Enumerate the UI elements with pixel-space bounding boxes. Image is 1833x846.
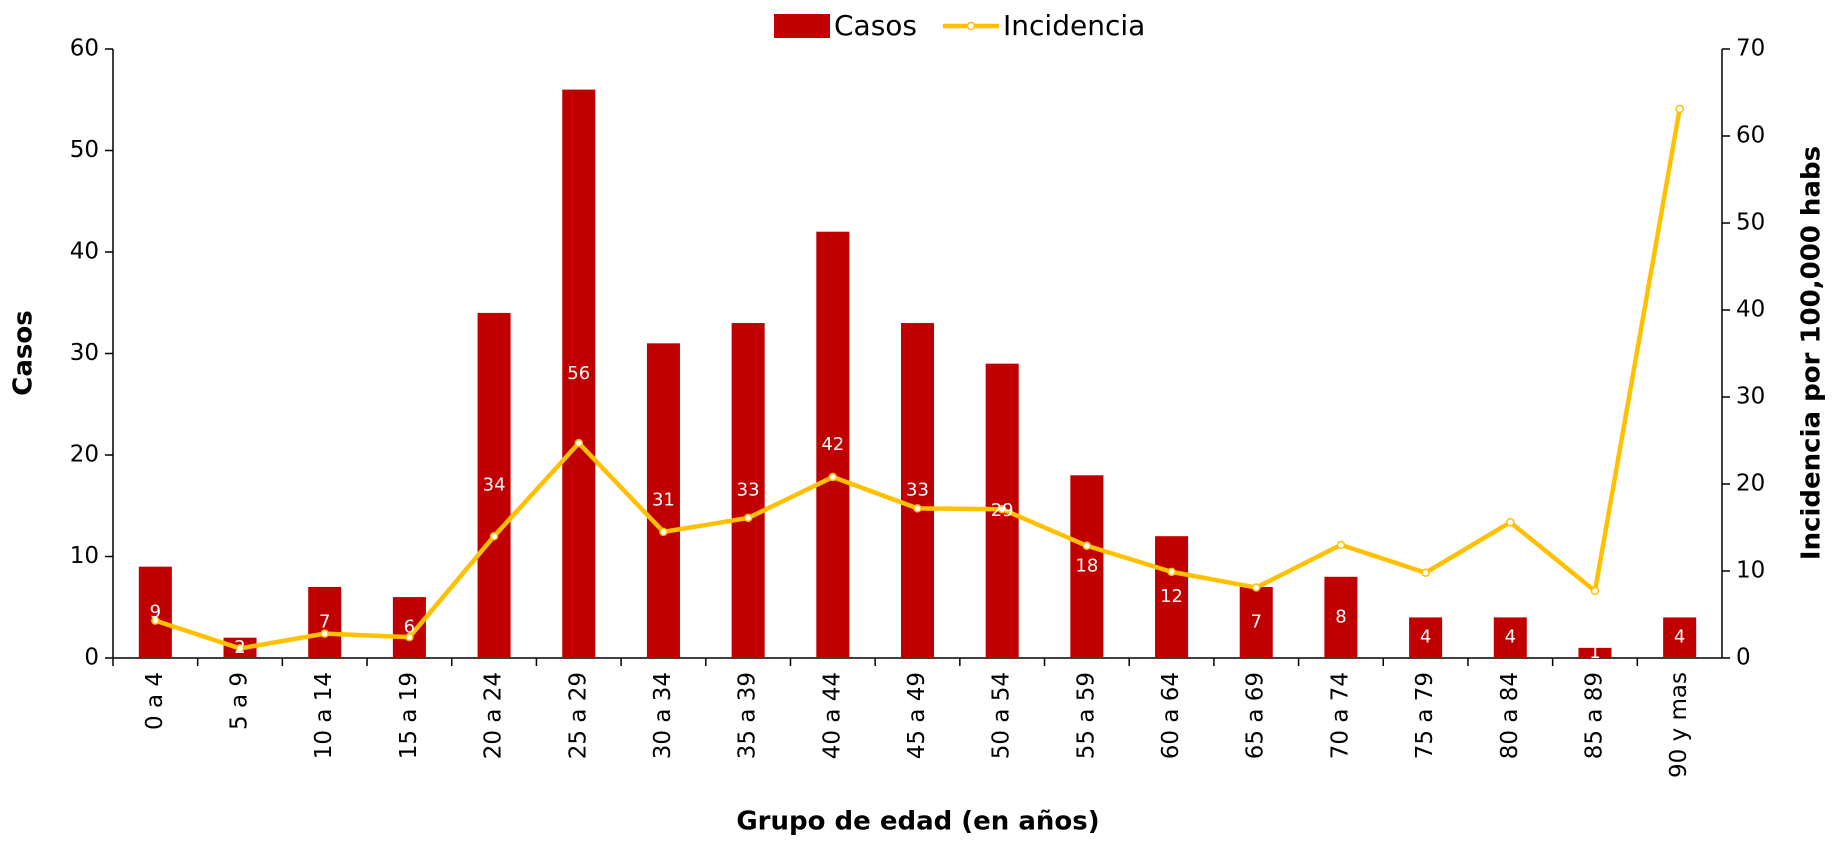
data-label: 31 xyxy=(652,490,675,511)
x-tick-label: 85 a 89 xyxy=(1581,672,1607,759)
line-marker xyxy=(659,527,668,537)
data-label: 56 xyxy=(567,363,590,384)
line-marker xyxy=(1421,568,1430,577)
data-label: 7 xyxy=(1251,611,1262,632)
data-label: 9 xyxy=(150,601,161,622)
x-tick-label: 35 a 39 xyxy=(735,672,761,759)
y-tick-label: 40 xyxy=(70,239,99,265)
bar xyxy=(1409,617,1443,658)
x-tick-label: 10 a 14 xyxy=(311,672,337,759)
y-tick-label: 0 xyxy=(84,645,99,671)
data-label: 6 xyxy=(404,617,415,638)
x-tick-label: 15 a 19 xyxy=(396,672,422,759)
data-label: 33 xyxy=(906,480,929,501)
data-label: 8 xyxy=(1335,606,1346,627)
line-marker xyxy=(405,632,414,642)
line-marker xyxy=(1251,583,1261,592)
bar xyxy=(1324,576,1358,658)
bar xyxy=(477,312,511,658)
data-label: 29 xyxy=(991,500,1014,521)
bar xyxy=(1155,536,1189,658)
line-marker xyxy=(1506,518,1515,527)
line-marker xyxy=(1675,104,1684,114)
x-tick-label: 90 y mas xyxy=(1666,672,1692,778)
y2-tick-label: 0 xyxy=(1736,645,1751,671)
x-tick-label: 75 a 79 xyxy=(1412,672,1438,759)
y2-tick-label: 60 xyxy=(1736,123,1765,149)
y2-tick-label: 10 xyxy=(1736,558,1765,584)
y2-tick-label: 40 xyxy=(1736,297,1765,323)
data-label: 33 xyxy=(737,480,760,501)
bar xyxy=(1239,586,1273,658)
x-tick-label: 25 a 29 xyxy=(565,672,591,759)
y2-tick-label: 20 xyxy=(1736,471,1765,497)
data-label: 12 xyxy=(1160,586,1183,607)
y2-tick-label: 50 xyxy=(1736,210,1765,236)
data-label: 4 xyxy=(1420,627,1431,648)
bar xyxy=(731,323,765,658)
x-tick-label: 0 a 4 xyxy=(142,672,168,730)
bar xyxy=(1070,475,1104,658)
x-tick-label: 70 a 74 xyxy=(1327,672,1353,759)
y-tick-label: 10 xyxy=(70,543,99,569)
data-label: 34 xyxy=(483,474,506,495)
y-tick-label: 60 xyxy=(70,36,99,62)
line-marker xyxy=(151,616,160,625)
data-label: 1 xyxy=(1589,642,1600,663)
line-marker xyxy=(1167,567,1176,577)
data-label: 7 xyxy=(319,611,330,632)
line-marker xyxy=(1590,586,1600,596)
data-label: 4 xyxy=(1505,627,1516,648)
bar xyxy=(392,597,426,658)
y2-tick-label: 70 xyxy=(1736,36,1765,62)
y2-tick-label: 30 xyxy=(1736,384,1765,410)
x-tick-label: 60 a 64 xyxy=(1158,672,1184,759)
line-marker xyxy=(574,438,584,448)
line-marker xyxy=(489,531,499,541)
line-marker xyxy=(913,504,922,513)
legend-label: Incidencia xyxy=(1003,9,1145,42)
data-label: 18 xyxy=(1075,556,1098,577)
line-marker xyxy=(320,629,329,638)
bar xyxy=(816,231,850,658)
legend-label: Casos xyxy=(834,9,917,42)
x-tick-label: 65 a 69 xyxy=(1243,672,1269,759)
y-tick-label: 50 xyxy=(70,137,99,163)
legend-marker xyxy=(966,21,976,31)
x-tick-label: 45 a 49 xyxy=(904,672,930,759)
bar xyxy=(308,586,342,658)
y-axis-title: Casos xyxy=(9,310,39,395)
x-tick-label: 80 a 84 xyxy=(1497,672,1523,759)
x-tick-label: 55 a 59 xyxy=(1073,672,1099,759)
x-tick-label: 20 a 24 xyxy=(481,672,507,759)
bar xyxy=(1493,617,1527,658)
line-marker xyxy=(828,472,838,482)
data-label: 2 xyxy=(234,637,245,658)
x-axis-title: Grupo de edad (en años) xyxy=(736,807,1099,837)
data-label: 42 xyxy=(821,434,844,455)
y-tick-label: 20 xyxy=(70,442,99,468)
x-tick-label: 40 a 44 xyxy=(819,672,845,759)
line-marker xyxy=(1336,540,1346,550)
x-tick-label: 5 a 9 xyxy=(227,672,253,730)
bar xyxy=(138,566,172,658)
x-tick-label: 30 a 34 xyxy=(650,672,676,759)
line-marker xyxy=(1082,541,1092,551)
legend-swatch xyxy=(774,14,830,38)
line-marker xyxy=(235,644,245,653)
y-tick-label: 30 xyxy=(70,340,99,366)
bar xyxy=(562,89,596,659)
bar xyxy=(646,343,680,658)
y2-axis-title: Incidencia por 100,000 habs xyxy=(1797,146,1827,560)
bar xyxy=(1578,647,1612,658)
x-tick-label: 50 a 54 xyxy=(989,672,1015,759)
line-marker xyxy=(997,504,1007,514)
bar xyxy=(900,323,935,658)
line-marker xyxy=(743,513,753,523)
bar xyxy=(1663,617,1697,658)
data-label: 4 xyxy=(1674,627,1685,648)
